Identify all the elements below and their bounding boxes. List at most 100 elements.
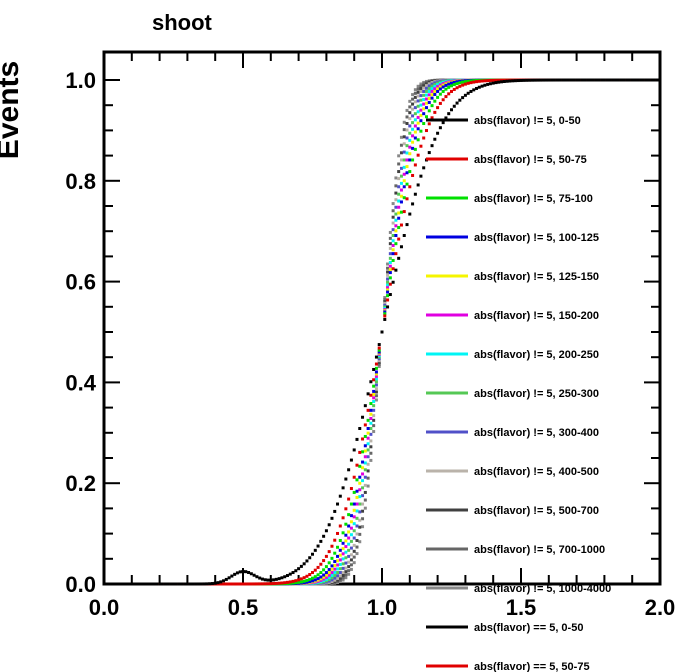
data-point [336,576,340,580]
data-point [294,579,298,583]
x-tick-label: 0.0 [89,595,120,620]
data-point [316,573,320,577]
data-point [324,575,328,579]
data-point [388,236,392,240]
data-point [347,513,351,517]
data-point [422,166,426,170]
data-point [486,82,490,86]
data-point [422,82,426,86]
data-point [322,577,326,581]
data-point [158,582,162,586]
data-point [372,396,376,400]
data-point [322,568,326,572]
data-point [341,576,345,580]
data-point [255,575,259,579]
data-point [413,118,417,122]
data-point [402,142,406,146]
data-point [338,524,342,528]
data-point [399,245,403,249]
data-point [430,81,434,85]
data-point [219,582,223,586]
data-point [319,539,323,543]
data-point [388,276,392,280]
data-point [413,163,417,167]
data-point [422,112,426,116]
data-point [522,78,526,82]
data-point [488,82,492,86]
data-point [491,81,495,85]
data-point [541,78,545,82]
data-point [408,131,412,135]
data-point [438,87,442,91]
data-point [413,124,417,128]
data-point [394,252,398,256]
data-point [405,165,409,169]
data-point [411,202,415,206]
data-point [394,242,398,246]
data-point [280,576,284,580]
data-point [488,78,492,82]
data-point [366,418,370,422]
data-point [344,539,348,543]
data-point [402,158,406,162]
data-point [272,578,276,582]
data-point [222,579,226,583]
data-point [344,556,348,560]
data-point [224,582,228,586]
legend-item: abs(flavor) == 5, 0-50 [426,622,583,634]
data-point [472,80,476,84]
data-point [430,84,434,88]
data-point [436,81,440,85]
data-point [422,102,426,106]
data-point [394,234,398,238]
data-point [355,502,359,506]
data-point [355,545,359,549]
data-point [197,582,201,586]
data-point [361,466,365,470]
data-point [391,252,395,256]
data-point [427,93,431,97]
data-point [538,78,542,82]
legend-label: abs(flavor) != 5, 1000-4000 [474,583,611,595]
data-point [424,86,428,90]
data-point [424,89,428,93]
data-point [330,579,334,583]
data-point [427,82,431,86]
data-point [608,78,612,82]
data-point [338,578,342,582]
data-point [397,226,401,230]
data-point [594,78,598,82]
data-point [394,212,398,216]
data-point [427,84,431,88]
data-point [222,582,226,586]
data-point [430,104,434,108]
data-point [358,475,362,479]
data-point [405,122,409,126]
data-point [408,145,412,149]
data-point [347,565,351,569]
data-point [444,87,448,91]
data-point [422,84,426,88]
data-point [341,571,345,575]
data-point [416,104,420,108]
data-point [569,78,573,82]
data-point [344,507,348,511]
data-point [327,550,331,554]
data-point [419,84,423,88]
data-point [433,110,437,114]
data-point [450,84,453,88]
data-point [358,488,362,492]
data-point [316,565,320,569]
data-point [399,181,403,185]
data-point [413,88,417,92]
data-point [388,293,392,297]
data-point [566,78,570,82]
data-point [338,574,342,578]
data-point [349,553,353,557]
data-point [344,570,348,574]
data-point [305,574,309,578]
data-point [233,572,237,576]
data-point [244,582,248,586]
data-point [336,571,340,575]
data-point [413,106,417,110]
